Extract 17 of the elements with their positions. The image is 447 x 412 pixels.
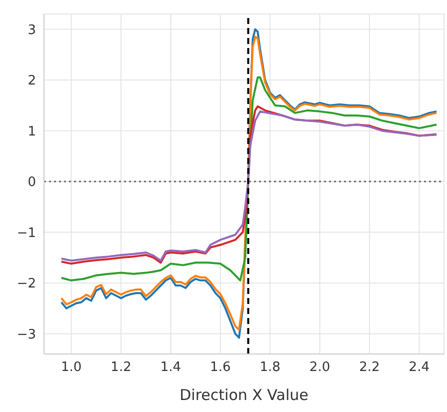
y-tick-label: 2 [28, 74, 36, 89]
y-tick-label: −2 [16, 276, 36, 292]
y-tick-label: 3 [28, 22, 36, 38]
y-tick-label: 1 [28, 124, 36, 140]
line-series [60, 76, 438, 282]
x-tick-label: 1.6 [210, 360, 231, 376]
y-tick-label: −3 [16, 327, 36, 342]
x-tick-label: 2.0 [309, 360, 330, 376]
x-tick-label: 1.0 [60, 360, 82, 376]
x-axis-title: Direction X Value [180, 386, 308, 404]
x-tick-label: 1.2 [110, 360, 132, 376]
x-tick-label: 1.4 [160, 360, 182, 376]
x-tick-label: 2.2 [359, 360, 380, 376]
y-tick-label: 0 [28, 175, 36, 190]
y-tick-label: −1 [16, 226, 36, 241]
x-tick-label: 1.8 [260, 360, 280, 376]
x-tick-label: 2.4 [408, 360, 430, 376]
